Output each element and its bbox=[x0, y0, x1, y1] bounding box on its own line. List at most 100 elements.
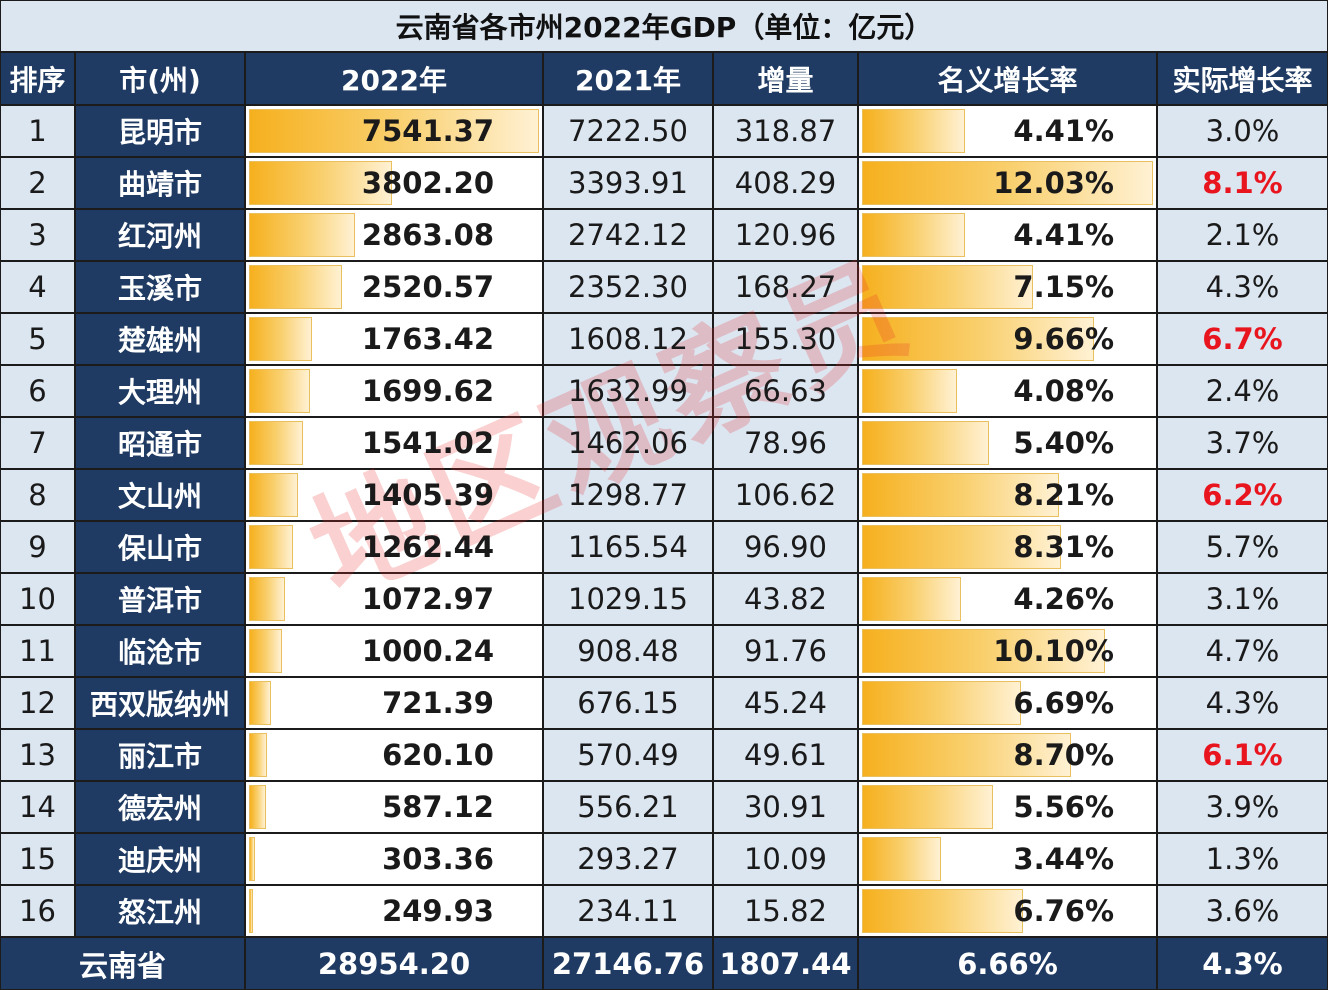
gdp2022-bar bbox=[249, 629, 283, 673]
nominal-growth-cell-value: 8.31% bbox=[1013, 530, 1114, 564]
rank-cell-value: 16 bbox=[19, 894, 56, 928]
rank-cell-value: 15 bbox=[19, 842, 56, 876]
rank-cell: 14 bbox=[0, 781, 75, 833]
increase-cell-value: 10.09 bbox=[743, 842, 828, 876]
total-gdp2022-cell: 28954.20 bbox=[245, 937, 543, 990]
real-growth-cell: 3.7% bbox=[1157, 417, 1328, 469]
increase-cell: 120.96 bbox=[713, 209, 858, 261]
gdp2022-cell-value: 721.39 bbox=[382, 686, 494, 720]
nominal-growth-cell-value: 12.03% bbox=[993, 166, 1114, 200]
nominal-growth-bar bbox=[862, 421, 990, 465]
gdp2022-cell-value: 587.12 bbox=[382, 790, 494, 824]
gdp2022-cell: 2520.57 bbox=[245, 261, 543, 313]
gdp2022-cell: 721.39 bbox=[245, 677, 543, 729]
nominal-growth-cell-value: 10.10% bbox=[993, 634, 1114, 668]
increase-cell-value: 318.87 bbox=[734, 114, 837, 148]
gdp2021-cell: 1298.77 bbox=[543, 469, 713, 521]
increase-cell: 66.63 bbox=[713, 365, 858, 417]
real-growth-cell-value: 8.1% bbox=[1202, 166, 1283, 200]
real-growth-cell: 5.7% bbox=[1157, 521, 1328, 573]
nominal-growth-cell: 7.15% bbox=[858, 261, 1157, 313]
real-growth-cell: 3.9% bbox=[1157, 781, 1328, 833]
real-growth-cell-value: 2.4% bbox=[1205, 374, 1280, 408]
nominal-growth-bar bbox=[862, 733, 1071, 777]
rank-cell: 13 bbox=[0, 729, 75, 781]
gdp2022-bar bbox=[249, 785, 267, 829]
rank-cell-value: 1 bbox=[28, 114, 47, 148]
header-nominal-growth: 名义增长率 bbox=[858, 52, 1157, 105]
rank-cell-value: 13 bbox=[19, 738, 56, 772]
city-cell-value: 玉溪市 bbox=[117, 272, 202, 305]
nominal-growth-cell-value: 7.15% bbox=[1013, 270, 1114, 304]
nominal-growth-bar bbox=[862, 213, 965, 257]
real-growth-cell-value: 4.7% bbox=[1205, 634, 1280, 668]
nominal-growth-cell-value: 6.69% bbox=[1013, 686, 1114, 720]
nominal-growth-cell: 6.69% bbox=[858, 677, 1157, 729]
rank-cell: 5 bbox=[0, 313, 75, 365]
gdp2021-cell: 1165.54 bbox=[543, 521, 713, 573]
gdp2022-cell: 2863.08 bbox=[245, 209, 543, 261]
increase-cell-value: 408.29 bbox=[734, 166, 837, 200]
gdp2021-cell-value: 1462.06 bbox=[568, 426, 688, 460]
gdp2022-bar bbox=[249, 473, 299, 517]
rank-cell-value: 8 bbox=[28, 478, 47, 512]
increase-cell-value: 15.82 bbox=[743, 894, 828, 928]
gdp2022-cell: 1000.24 bbox=[245, 625, 543, 677]
rank-cell: 6 bbox=[0, 365, 75, 417]
gdp2021-cell-value: 908.48 bbox=[577, 634, 679, 668]
rank-cell: 16 bbox=[0, 885, 75, 937]
real-growth-cell: 6.7% bbox=[1157, 313, 1328, 365]
real-growth-cell-value: 3.0% bbox=[1205, 114, 1280, 148]
nominal-growth-cell: 5.56% bbox=[858, 781, 1157, 833]
increase-cell: 43.82 bbox=[713, 573, 858, 625]
gdp2021-cell: 676.15 bbox=[543, 677, 713, 729]
rank-cell-value: 3 bbox=[28, 218, 47, 252]
real-growth-cell-value: 4.3% bbox=[1205, 270, 1280, 304]
rank-cell: 4 bbox=[0, 261, 75, 313]
gdp2021-cell-value: 1298.77 bbox=[568, 478, 688, 512]
increase-cell: 45.24 bbox=[713, 677, 858, 729]
rank-cell: 8 bbox=[0, 469, 75, 521]
gdp2022-bar bbox=[249, 837, 255, 881]
increase-cell-value: 91.76 bbox=[743, 634, 828, 668]
increase-cell: 408.29 bbox=[713, 157, 858, 209]
real-growth-cell: 3.0% bbox=[1157, 105, 1328, 157]
gdp2022-bar bbox=[249, 681, 272, 725]
gdp2022-cell: 7541.37 bbox=[245, 105, 543, 157]
gdp2021-cell-value: 1029.15 bbox=[568, 582, 688, 616]
city-cell: 迪庆州 bbox=[75, 833, 245, 885]
nominal-growth-cell-value: 4.41% bbox=[1013, 218, 1114, 252]
nominal-growth-cell: 4.08% bbox=[858, 365, 1157, 417]
gdp2022-cell-value: 1072.97 bbox=[361, 582, 494, 616]
gdp2022-cell-value: 2520.57 bbox=[361, 270, 494, 304]
total-gdp2021-cell: 27146.76 bbox=[543, 937, 713, 990]
gdp2022-cell-value: 1405.39 bbox=[361, 478, 494, 512]
gdp2022-cell-value: 1262.44 bbox=[361, 530, 494, 564]
increase-cell-value: 66.63 bbox=[743, 374, 828, 408]
increase-cell-value: 30.91 bbox=[743, 790, 828, 824]
real-growth-cell: 6.2% bbox=[1157, 469, 1328, 521]
rank-cell: 11 bbox=[0, 625, 75, 677]
real-growth-cell: 4.3% bbox=[1157, 677, 1328, 729]
nominal-growth-cell-value: 4.26% bbox=[1013, 582, 1114, 616]
real-growth-cell: 3.6% bbox=[1157, 885, 1328, 937]
nominal-growth-cell-value: 5.40% bbox=[1013, 426, 1114, 460]
nominal-growth-cell: 6.76% bbox=[858, 885, 1157, 937]
real-growth-cell: 4.7% bbox=[1157, 625, 1328, 677]
gdp2021-cell: 1029.15 bbox=[543, 573, 713, 625]
nominal-growth-cell-value: 4.08% bbox=[1013, 374, 1114, 408]
gdp2022-bar bbox=[249, 369, 310, 413]
city-cell: 昆明市 bbox=[75, 105, 245, 157]
nominal-growth-cell-value: 3.44% bbox=[1013, 842, 1114, 876]
nominal-growth-cell: 8.21% bbox=[858, 469, 1157, 521]
rank-cell-value: 2 bbox=[28, 166, 47, 200]
nominal-growth-bar bbox=[862, 473, 1059, 517]
nominal-growth-bar bbox=[862, 265, 1033, 309]
rank-cell: 12 bbox=[0, 677, 75, 729]
city-cell-value: 丽江市 bbox=[117, 740, 202, 773]
increase-cell: 168.27 bbox=[713, 261, 858, 313]
rank-cell: 15 bbox=[0, 833, 75, 885]
real-growth-cell-value: 6.1% bbox=[1202, 738, 1283, 772]
total-real-cell: 4.3% bbox=[1157, 937, 1328, 990]
city-cell-value: 西双版纳州 bbox=[89, 688, 230, 721]
